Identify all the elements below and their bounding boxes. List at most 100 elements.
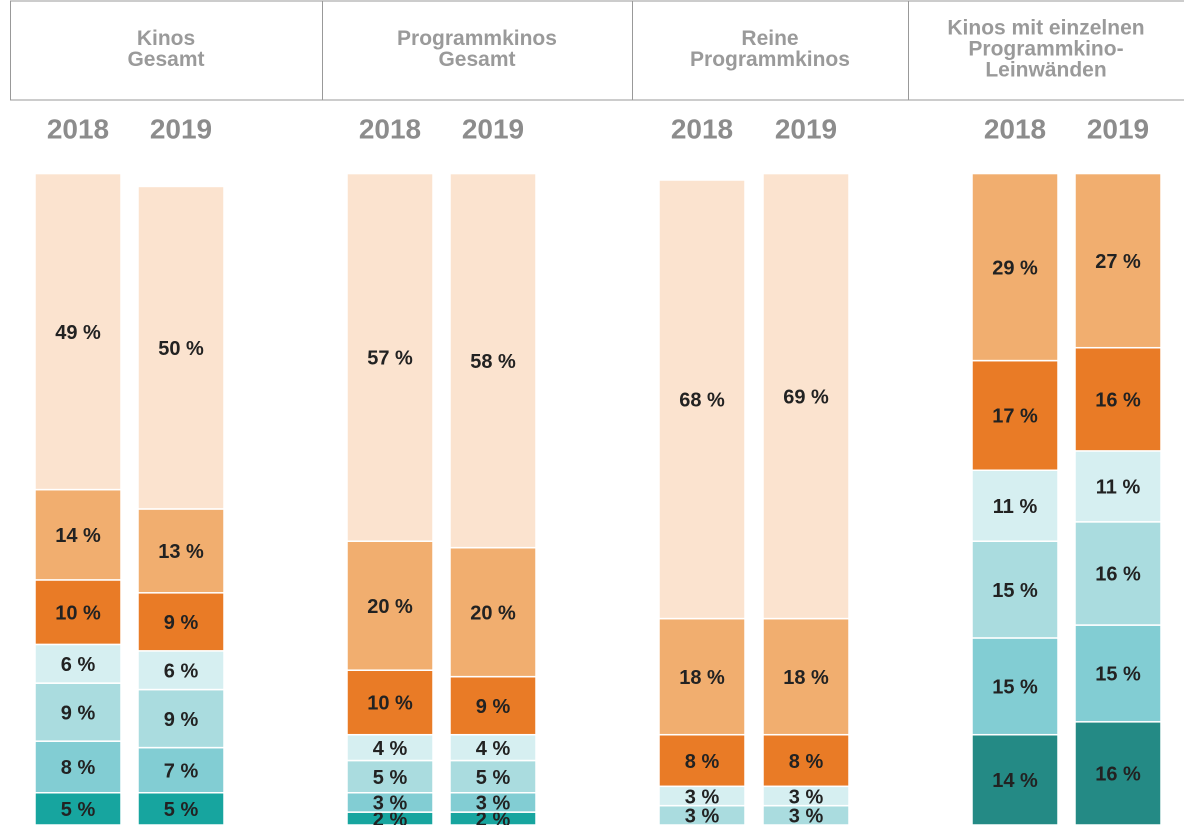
bar-segment xyxy=(34,643,122,684)
bar-segment xyxy=(1074,721,1162,825)
value-label: 50 % xyxy=(158,338,204,360)
value-label: 57 % xyxy=(367,348,413,370)
bar-segment xyxy=(658,733,746,788)
value-label: 15 % xyxy=(992,580,1038,602)
bar-segment xyxy=(137,592,225,652)
bar-segment xyxy=(971,637,1059,736)
value-label: 3 % xyxy=(789,806,824,825)
bar-segment xyxy=(346,540,434,671)
group-title: Kinos mit einzelnen xyxy=(947,17,1144,40)
value-label: 3 % xyxy=(789,786,824,808)
year-label: 2018 xyxy=(984,113,1046,144)
value-label: 8 % xyxy=(61,757,96,779)
group-title: Programmkinos xyxy=(397,27,557,50)
value-label: 5 % xyxy=(476,767,511,789)
value-label: 9 % xyxy=(164,612,199,634)
value-label: 69 % xyxy=(783,386,829,408)
bar-segment xyxy=(971,172,1059,362)
bar-segment xyxy=(346,669,434,736)
value-label: 27 % xyxy=(1095,251,1141,273)
year-label: 2018 xyxy=(47,113,109,144)
group-title: Programmkino- xyxy=(968,38,1123,61)
year-label: 2019 xyxy=(775,113,837,144)
year-label: 2019 xyxy=(150,113,212,144)
value-label: 3 % xyxy=(685,786,720,808)
value-label: 29 % xyxy=(992,257,1038,279)
value-label: 18 % xyxy=(783,667,829,689)
value-label: 4 % xyxy=(373,738,408,760)
bar-segment xyxy=(346,759,434,794)
bar-segment xyxy=(137,688,225,749)
value-label: 6 % xyxy=(164,660,199,682)
bar-segment xyxy=(137,185,225,510)
value-label: 10 % xyxy=(55,602,101,624)
bar-segment xyxy=(137,746,225,794)
value-label: 15 % xyxy=(1095,664,1141,686)
bar-segment xyxy=(449,546,537,678)
value-label: 7 % xyxy=(164,760,199,782)
value-label: 4 % xyxy=(476,738,511,760)
value-label: 14 % xyxy=(55,525,101,547)
year-label: 2019 xyxy=(462,113,524,144)
bar-segment xyxy=(137,792,225,825)
value-label: 2 % xyxy=(476,809,511,825)
bar-segment xyxy=(1074,346,1162,452)
value-label: 8 % xyxy=(789,751,824,773)
value-label: 68 % xyxy=(679,390,725,412)
value-label: 10 % xyxy=(367,693,413,715)
value-label: 2 % xyxy=(373,809,408,825)
value-label: 6 % xyxy=(61,654,96,676)
bar-segment xyxy=(449,759,537,794)
value-label: 8 % xyxy=(685,751,720,773)
group-title: Gesamt xyxy=(438,48,515,71)
year-label: 2018 xyxy=(671,113,733,144)
bar-segment xyxy=(449,675,537,736)
bar-segment xyxy=(34,488,122,581)
bar-segment xyxy=(658,179,746,620)
group-title: Reine xyxy=(741,27,798,50)
bar-segment xyxy=(137,508,225,594)
bar-segment xyxy=(449,733,537,762)
group-title: Programmkinos xyxy=(690,48,850,71)
bar-segment xyxy=(1074,521,1162,626)
value-label: 16 % xyxy=(1095,390,1141,412)
bar-segment xyxy=(346,733,434,762)
year-label: 2018 xyxy=(359,113,421,144)
value-label: 5 % xyxy=(164,799,199,821)
value-label: 11 % xyxy=(1096,477,1141,499)
year-label: 2019 xyxy=(1087,113,1149,144)
group-title: Kinos xyxy=(137,27,195,50)
value-label: 9 % xyxy=(476,696,511,718)
bar-segment xyxy=(34,682,122,742)
value-label: 11 % xyxy=(993,496,1038,518)
bar-segment xyxy=(762,172,850,620)
value-label: 5 % xyxy=(373,767,408,789)
group-title: Leinwänden xyxy=(985,59,1106,82)
value-label: 16 % xyxy=(1095,564,1141,586)
value-label: 20 % xyxy=(367,596,413,618)
bar-segment xyxy=(137,650,225,691)
value-label: 13 % xyxy=(158,541,204,563)
bar-segment xyxy=(34,172,122,491)
value-label: 16 % xyxy=(1095,764,1141,786)
value-label: 17 % xyxy=(992,406,1038,428)
bar-segment xyxy=(971,359,1059,472)
bar-segment xyxy=(449,172,537,549)
bar-segment xyxy=(971,733,1059,825)
value-label: 3 % xyxy=(476,793,511,815)
value-label: 9 % xyxy=(61,702,96,724)
bar-segment xyxy=(762,617,850,736)
value-label: 3 % xyxy=(685,806,720,825)
value-label: 58 % xyxy=(470,351,516,373)
value-label: 49 % xyxy=(55,322,101,344)
value-label: 15 % xyxy=(992,677,1038,699)
group-title: Gesamt xyxy=(127,48,204,71)
bar-segment xyxy=(971,469,1059,542)
bar-segment xyxy=(1074,172,1162,349)
bar-segment xyxy=(762,733,850,788)
bar-segment xyxy=(346,172,434,542)
value-label: 5 % xyxy=(61,799,96,821)
bar-segment xyxy=(34,579,122,646)
value-label: 9 % xyxy=(164,709,199,731)
